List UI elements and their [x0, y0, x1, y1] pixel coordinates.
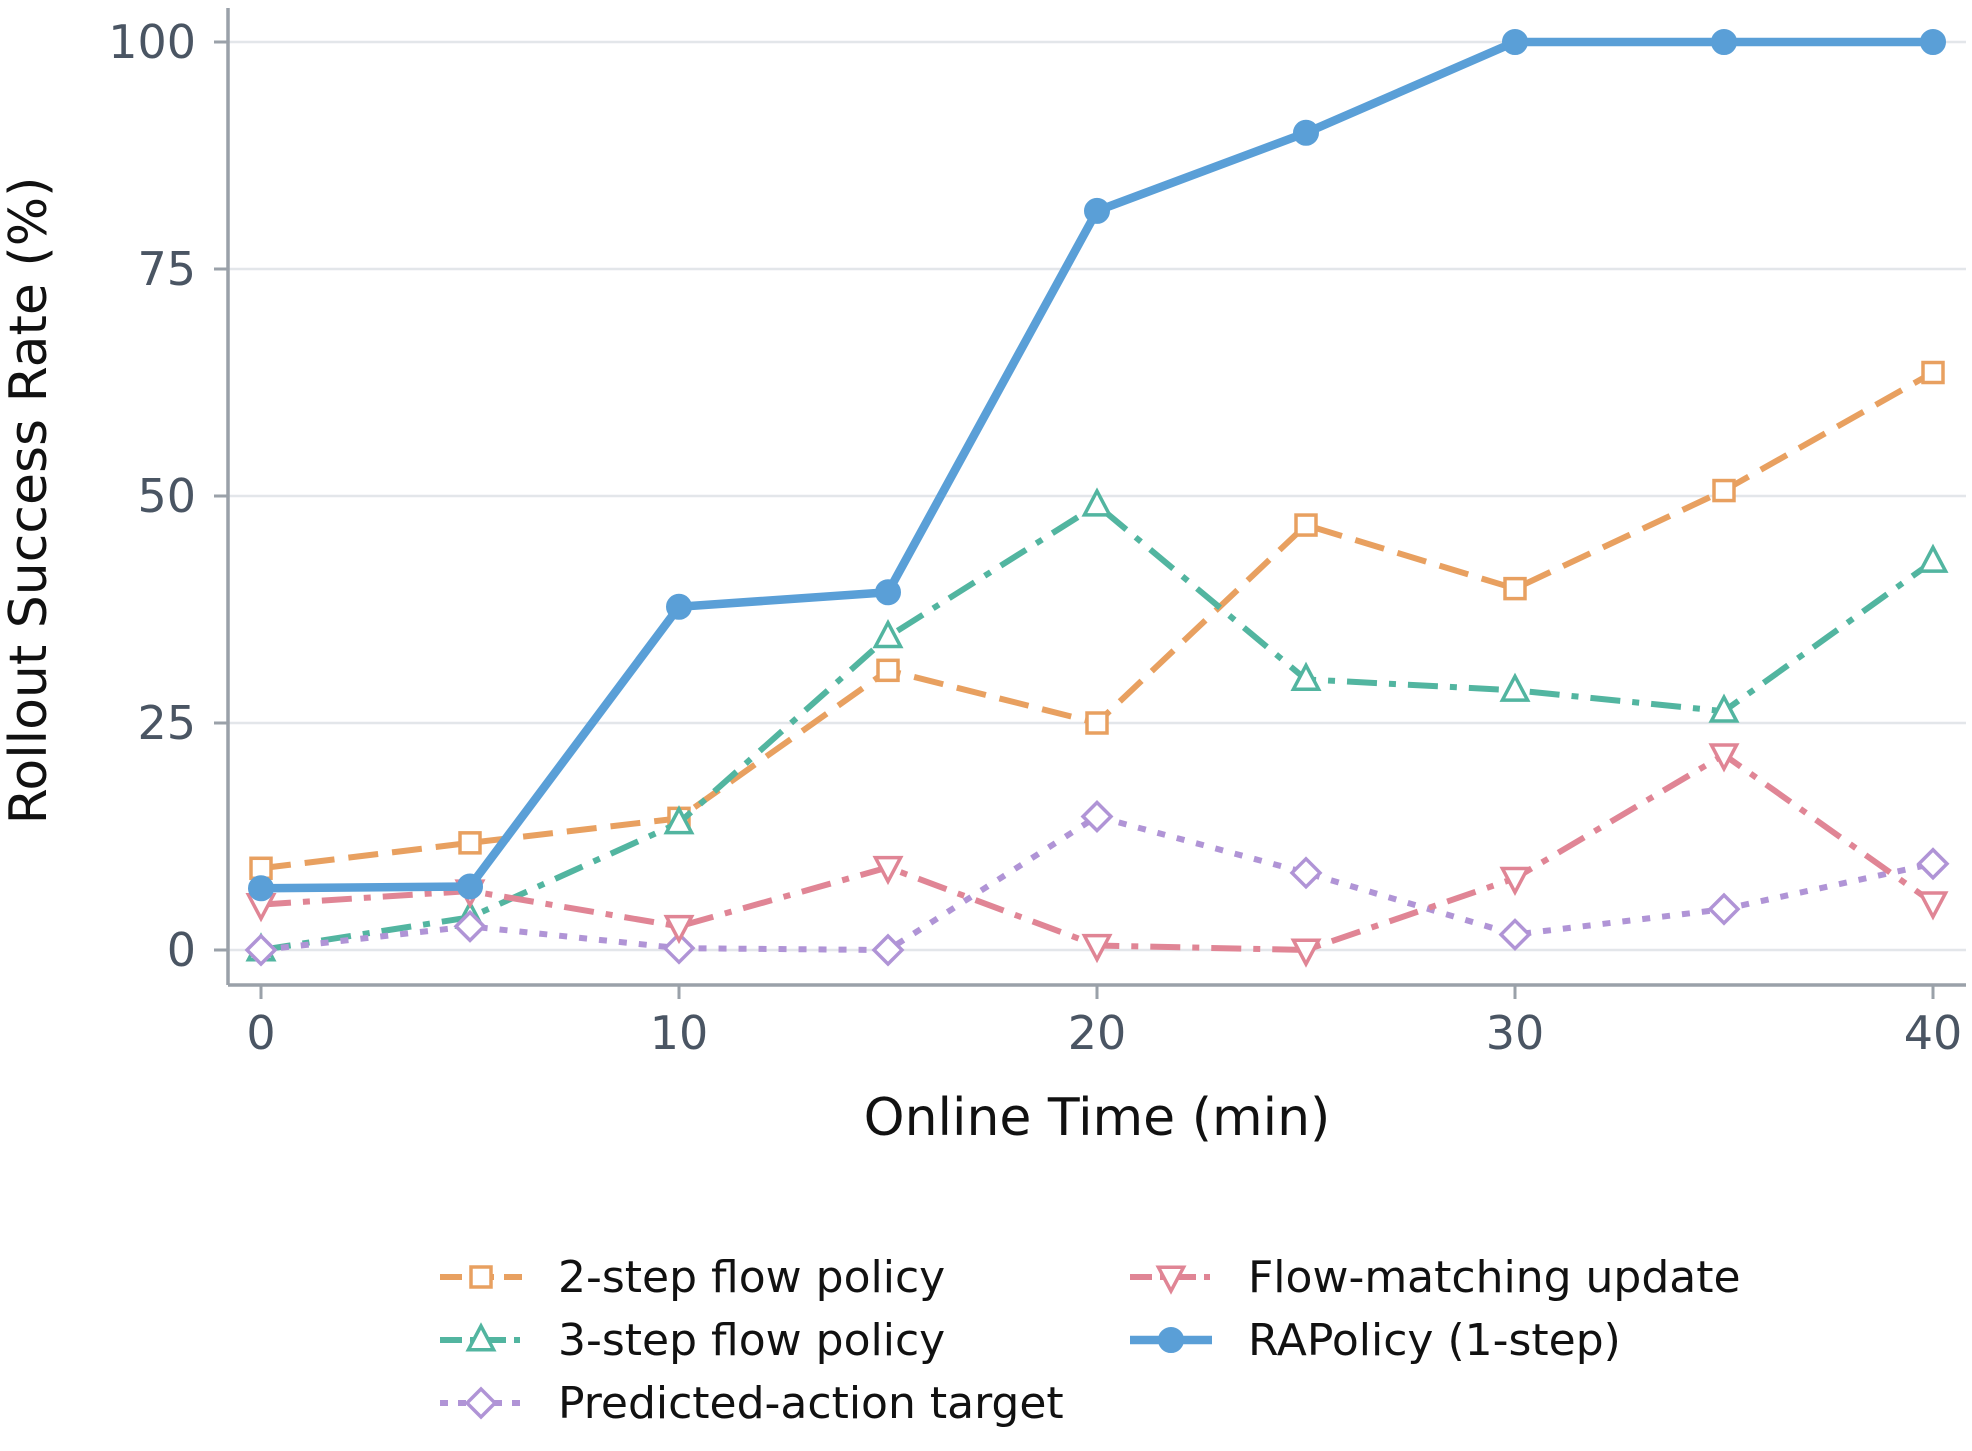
- triangle-up-marker: [872, 618, 904, 649]
- diamond-marker: [1916, 847, 1950, 881]
- legend-label: Predicted-action target: [558, 1378, 1064, 1429]
- triangle-up-marker: [1081, 487, 1113, 517]
- circle-marker: [1084, 197, 1110, 224]
- series-line: [260, 751, 1935, 953]
- series-3: [244, 800, 1950, 967]
- tick-labels: 0 25 50 75 100 0 10 20 30 40: [108, 15, 1962, 1060]
- x-tick-label: 20: [1068, 1006, 1127, 1060]
- y-tick-label: 75: [137, 242, 196, 296]
- y-axis-label: Rollout Success Rate (%): [0, 177, 59, 825]
- triangle-down-marker: [872, 855, 904, 886]
- square-marker: [1294, 513, 1318, 537]
- y-tick-label: 0: [167, 923, 196, 977]
- circle-marker: [666, 593, 692, 620]
- triangle-up-marker: [1499, 672, 1531, 702]
- triangle-down-marker: [663, 914, 695, 945]
- series-5: [248, 29, 1946, 902]
- x-tick-label: 0: [246, 1006, 275, 1060]
- series-line: [256, 37, 1938, 893]
- legend-item: 2-step flow policy: [440, 1252, 945, 1303]
- circle-marker: [457, 873, 483, 900]
- triangle-up-marker: [1917, 543, 1949, 573]
- square-marker: [469, 1265, 493, 1289]
- diamond-marker: [453, 909, 487, 943]
- legend: 2-step flow policy 3-step flow policy Pred…: [440, 1252, 1741, 1429]
- diamond-marker: [1080, 800, 1114, 833]
- circle-marker: [248, 875, 274, 902]
- diamond-marker: [244, 933, 278, 967]
- circle-marker: [875, 579, 901, 606]
- diamond-marker: [871, 933, 905, 967]
- legend-label: 3-step flow policy: [558, 1315, 945, 1366]
- y-tick-label: 25: [137, 696, 196, 750]
- circle-marker: [1293, 119, 1319, 146]
- legend-label: 2-step flow policy: [558, 1252, 945, 1303]
- circle-marker: [1502, 29, 1528, 55]
- data-series: [244, 29, 1950, 968]
- diamond-marker: [464, 1386, 498, 1420]
- x-axis-label: Online Time (min): [864, 1088, 1331, 1148]
- x-tick-label: 30: [1486, 1006, 1545, 1060]
- circle-marker: [1158, 1327, 1184, 1353]
- legend-item: RAPolicy (1-step): [1130, 1315, 1621, 1366]
- series-1: [249, 360, 1945, 881]
- y-tick-label: 100: [108, 15, 196, 69]
- triangle-down-marker: [1499, 866, 1531, 897]
- diamond-marker: [1289, 856, 1323, 890]
- diamond-marker: [1707, 892, 1741, 926]
- triangle-down-marker: [1708, 743, 1740, 773]
- series-line: [260, 813, 1934, 953]
- square-marker: [1921, 360, 1945, 385]
- y-tick-label: 50: [137, 469, 196, 523]
- square-marker: [458, 831, 482, 855]
- square-marker: [1712, 478, 1736, 503]
- legend-label: Flow-matching update: [1248, 1252, 1741, 1303]
- triangle-down-marker: [1081, 933, 1113, 964]
- triangle-down-marker: [1917, 891, 1949, 921]
- triangle-up-marker: [663, 805, 695, 835]
- circle-marker: [1920, 29, 1946, 55]
- triangle-up-marker: [1708, 693, 1740, 723]
- diamond-marker: [662, 931, 696, 965]
- series-line: [260, 502, 1935, 953]
- circle-marker: [1711, 29, 1737, 55]
- square-marker: [876, 658, 900, 683]
- legend-label: RAPolicy (1-step): [1248, 1315, 1621, 1366]
- legend-item: 3-step flow policy: [440, 1315, 945, 1366]
- triangle-up-marker: [465, 1322, 497, 1352]
- square-marker: [1503, 576, 1527, 601]
- triangle-down-marker: [1290, 938, 1322, 968]
- diamond-marker: [1498, 918, 1532, 952]
- legend-item: Flow-matching update: [1130, 1252, 1741, 1303]
- series-line: [260, 369, 1935, 872]
- triangle-up-marker: [1290, 661, 1322, 691]
- legend-item: Predicted-action target: [440, 1378, 1064, 1429]
- x-tick-label: 40: [1904, 1006, 1963, 1060]
- x-tick-label: 10: [650, 1006, 709, 1060]
- triangle-down-marker: [1155, 1265, 1187, 1295]
- square-marker: [1085, 711, 1109, 735]
